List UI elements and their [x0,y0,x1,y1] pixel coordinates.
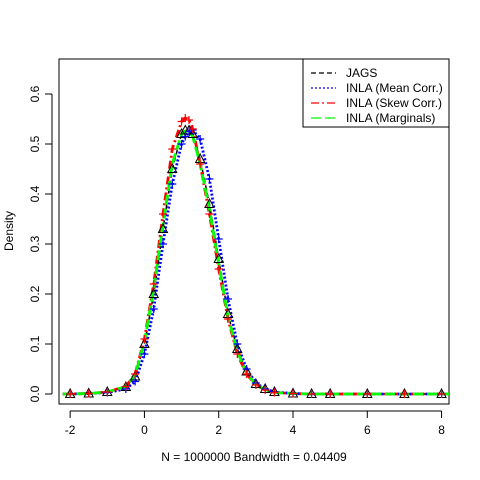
point-marker-inla-skew-corr [363,390,372,398]
point-marker-inla-mean-corr [149,305,158,313]
legend-label-inla-mean-corr: INLA (Mean Corr.) [346,81,443,95]
y-tick-label: 0.2 [28,285,42,302]
point-marker-inla-skew-corr [270,388,279,397]
legend-label-jags: JAGS [346,66,377,80]
point-marker-jags [213,252,225,263]
point-marker-inla-skew-corr [177,117,186,126]
point-marker-inla-skew-corr [251,381,260,389]
y-tick-label: 0.0 [28,385,42,402]
x-tick-label: -2 [65,423,76,437]
point-marker-jags [148,287,160,298]
point-marker-inla-skew-corr [168,145,177,153]
point-marker-inla-mean-corr [159,240,167,248]
x-tick-label: 6 [364,423,371,437]
point-marker-inla-skew-corr [224,315,232,323]
y-tick-label: 0.4 [28,185,42,202]
point-marker-inla-skew-corr [400,390,409,398]
point-marker-inla-skew-corr [437,390,446,398]
y-tick-label: 0.5 [28,135,42,152]
series-line-jags [62,129,449,395]
x-tick-label: 4 [290,423,297,437]
point-marker-inla-skew-corr [261,386,270,394]
point-marker-jags [166,162,178,173]
point-marker-inla-mean-corr [177,140,186,148]
point-marker-inla-skew-corr [181,114,190,122]
legend-label-inla-skew-corr: INLA (Skew Corr.) [346,96,442,110]
plot-frame [58,58,450,405]
point-marker-inla-skew-corr [233,350,242,358]
point-marker-jags [204,197,215,208]
point-marker-jags [187,127,199,138]
x-tick-label: 2 [215,423,222,437]
y-tick-label: 0.1 [28,335,42,352]
point-marker-inla-skew-corr [185,116,193,124]
x-tick-label: 0 [141,423,148,437]
point-marker-inla-mean-corr [131,377,140,386]
point-marker-inla-mean-corr [214,235,223,243]
legend-label-inla-marginals: INLA (Marginals) [346,111,435,125]
point-marker-inla-skew-corr [103,388,112,396]
x-tick-label: 8 [438,423,445,437]
point-marker-inla-skew-corr [289,389,297,398]
point-marker-inla-mean-corr [181,132,190,141]
marker-layer [64,114,447,398]
series-line-inla-mean-corr [62,128,449,396]
point-marker-inla-mean-corr [233,340,242,348]
point-marker-inla-skew-corr [188,125,197,133]
series-line-inla-skew-corr [62,116,449,396]
point-marker-jags [157,222,169,233]
y-tick-label: 0.3 [28,235,42,252]
y-axis-label: Density [2,211,16,251]
point-marker-inla-skew-corr [131,370,140,378]
point-marker-inla-skew-corr [140,335,149,343]
point-marker-inla-skew-corr [196,160,205,168]
point-marker-inla-mean-corr [140,350,149,358]
x-axis: -2 0 2 4 6 8 [65,410,445,437]
point-marker-inla-skew-corr [84,389,93,398]
point-marker-inla-skew-corr [242,370,251,378]
point-marker-inla-mean-corr [168,180,177,188]
point-marker-inla-skew-corr [66,390,75,398]
point-marker-inla-skew-corr [307,390,316,398]
point-marker-inla-skew-corr [149,280,158,288]
point-marker-inla-mean-corr [205,175,214,183]
point-marker-inla-skew-corr [326,390,335,398]
point-marker-jags [139,337,150,348]
y-axis: 0.0 0.1 0.2 0.3 0.4 0.5 0.6 [28,85,53,402]
point-marker-inla-skew-corr [159,210,167,218]
legend-box [302,58,450,128]
point-marker-inla-mean-corr [196,135,205,143]
series-line-inla-marginals [62,129,449,396]
point-marker-inla-skew-corr [121,382,130,391]
point-marker-jags [176,127,187,138]
x-axis-label: N = 1000000 Bandwidth = 0.04409 [161,450,347,464]
point-marker-inla-skew-corr [205,210,214,218]
point-marker-inla-mean-corr [224,295,232,303]
point-marker-inla-skew-corr [214,265,223,273]
y-tick-label: 0.6 [28,85,42,102]
series-layer [62,116,449,396]
